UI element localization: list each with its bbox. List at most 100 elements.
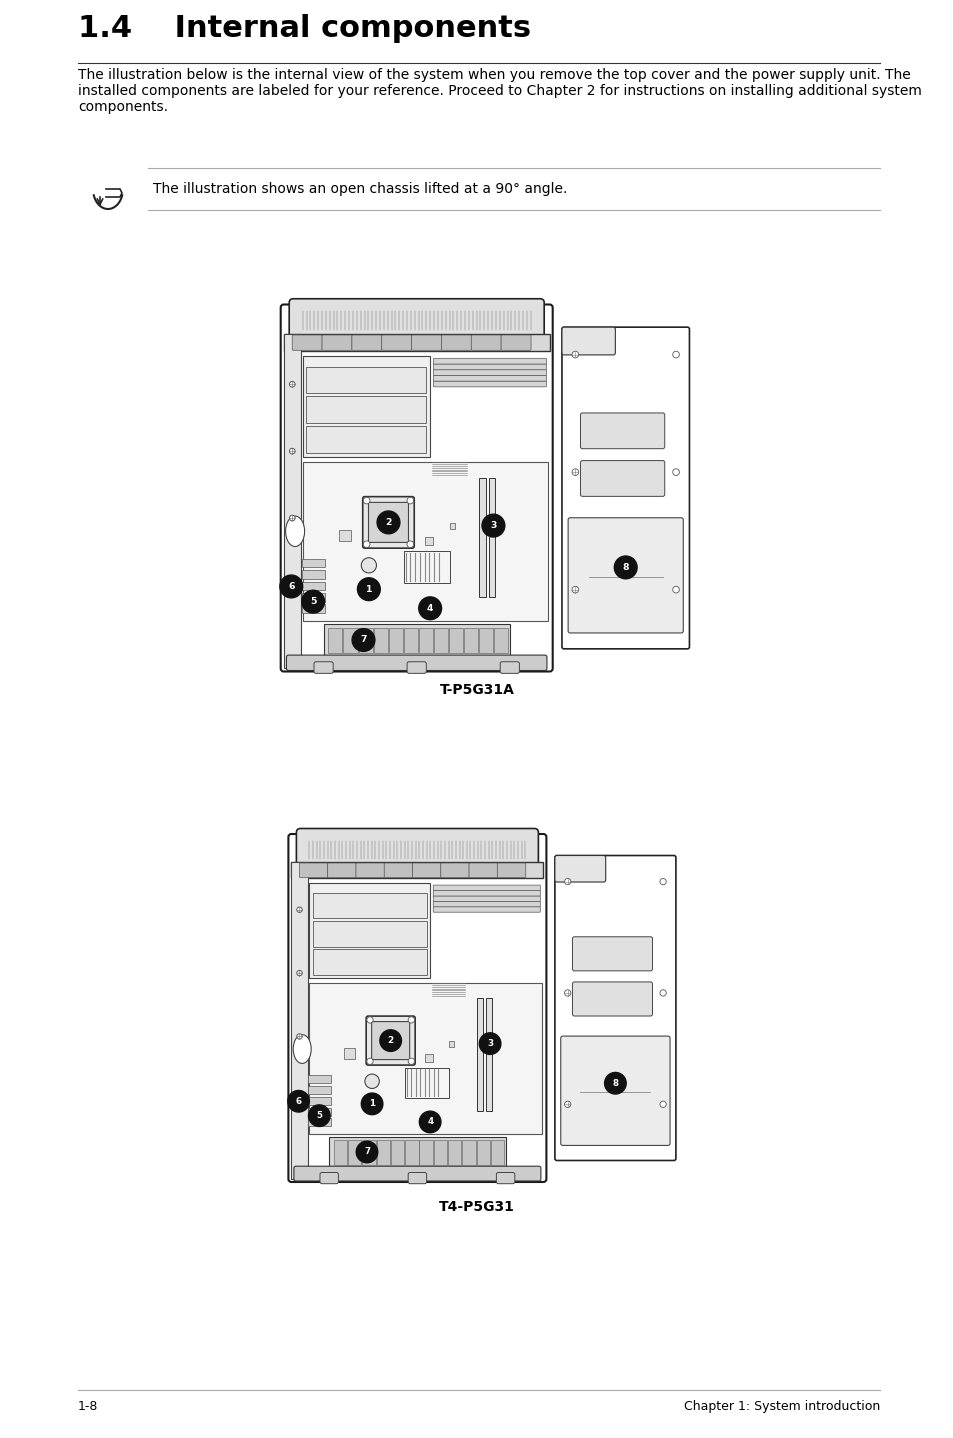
Circle shape <box>419 1112 440 1133</box>
Bar <box>425 1054 433 1061</box>
Ellipse shape <box>364 1074 379 1089</box>
Bar <box>434 627 448 653</box>
Bar <box>485 998 492 1112</box>
FancyBboxPatch shape <box>568 518 682 633</box>
FancyBboxPatch shape <box>280 305 552 672</box>
FancyBboxPatch shape <box>362 496 414 548</box>
Bar <box>306 397 426 423</box>
Ellipse shape <box>564 1102 570 1107</box>
FancyBboxPatch shape <box>561 328 689 649</box>
Text: 1: 1 <box>369 1100 375 1109</box>
Ellipse shape <box>367 1058 373 1064</box>
Text: 1.4    Internal components: 1.4 Internal components <box>78 14 531 43</box>
FancyBboxPatch shape <box>555 856 675 1160</box>
Bar <box>301 559 325 568</box>
FancyBboxPatch shape <box>499 661 518 673</box>
Text: 3: 3 <box>487 1040 493 1048</box>
Ellipse shape <box>564 879 570 884</box>
Bar <box>478 477 485 597</box>
FancyBboxPatch shape <box>352 335 381 351</box>
Bar <box>323 624 509 657</box>
FancyBboxPatch shape <box>500 335 531 351</box>
Text: 8: 8 <box>612 1078 618 1087</box>
Bar <box>301 592 325 601</box>
FancyBboxPatch shape <box>433 896 539 902</box>
Bar <box>328 627 342 653</box>
Text: 4: 4 <box>427 1117 433 1126</box>
Circle shape <box>301 590 324 613</box>
Bar <box>449 523 455 529</box>
FancyBboxPatch shape <box>289 299 543 338</box>
Ellipse shape <box>293 1034 311 1064</box>
Bar <box>309 883 430 978</box>
Ellipse shape <box>367 1017 373 1022</box>
Bar <box>388 627 402 653</box>
Bar <box>283 334 549 351</box>
Text: 3: 3 <box>490 521 497 531</box>
FancyBboxPatch shape <box>433 886 539 890</box>
Bar <box>329 1136 505 1168</box>
Circle shape <box>614 557 637 580</box>
Bar <box>308 1119 331 1126</box>
Text: Chapter 1: System introduction: Chapter 1: System introduction <box>683 1401 879 1414</box>
Bar <box>301 571 325 580</box>
FancyBboxPatch shape <box>579 413 664 449</box>
Ellipse shape <box>289 515 294 521</box>
Bar <box>464 627 477 653</box>
FancyBboxPatch shape <box>412 863 440 877</box>
FancyBboxPatch shape <box>441 335 471 351</box>
FancyBboxPatch shape <box>579 460 664 496</box>
Text: 2: 2 <box>385 518 392 526</box>
Ellipse shape <box>659 1102 665 1107</box>
Ellipse shape <box>672 587 679 592</box>
FancyBboxPatch shape <box>433 364 546 370</box>
Bar <box>344 1048 355 1058</box>
Bar <box>425 536 433 545</box>
Text: 5: 5 <box>310 597 316 607</box>
FancyBboxPatch shape <box>496 1172 515 1183</box>
Ellipse shape <box>407 498 414 503</box>
Text: 1: 1 <box>365 585 372 594</box>
Bar <box>343 627 357 653</box>
Bar <box>339 531 351 542</box>
Ellipse shape <box>672 469 679 476</box>
FancyBboxPatch shape <box>296 828 537 866</box>
Text: T4-P5G31: T4-P5G31 <box>438 1199 515 1214</box>
FancyBboxPatch shape <box>433 902 539 907</box>
FancyBboxPatch shape <box>572 936 652 971</box>
FancyBboxPatch shape <box>407 661 426 673</box>
Text: 8: 8 <box>621 562 628 572</box>
FancyBboxPatch shape <box>292 335 322 351</box>
Text: 4: 4 <box>426 604 433 613</box>
Ellipse shape <box>408 1058 414 1064</box>
Bar <box>362 1140 375 1165</box>
Circle shape <box>288 1090 309 1112</box>
FancyBboxPatch shape <box>555 856 605 881</box>
FancyBboxPatch shape <box>411 335 441 351</box>
Bar <box>358 627 373 653</box>
Circle shape <box>279 575 302 598</box>
Ellipse shape <box>289 449 294 454</box>
Bar <box>462 1140 476 1165</box>
FancyBboxPatch shape <box>319 1172 338 1183</box>
Bar <box>488 477 495 597</box>
Ellipse shape <box>285 516 304 546</box>
FancyBboxPatch shape <box>433 375 546 381</box>
Text: T-P5G31A: T-P5G31A <box>439 683 514 697</box>
Bar <box>308 1086 331 1094</box>
Bar <box>308 1076 331 1083</box>
Circle shape <box>418 597 441 620</box>
Bar <box>434 1140 447 1165</box>
FancyBboxPatch shape <box>433 907 539 912</box>
Bar <box>476 998 482 1112</box>
Bar <box>348 1140 361 1165</box>
Bar <box>306 426 426 453</box>
Ellipse shape <box>296 907 302 913</box>
Bar <box>301 582 325 590</box>
Bar <box>376 1140 390 1165</box>
Bar <box>302 357 430 457</box>
FancyBboxPatch shape <box>314 661 333 673</box>
FancyBboxPatch shape <box>372 1021 409 1060</box>
Ellipse shape <box>672 351 679 358</box>
FancyBboxPatch shape <box>433 890 539 896</box>
